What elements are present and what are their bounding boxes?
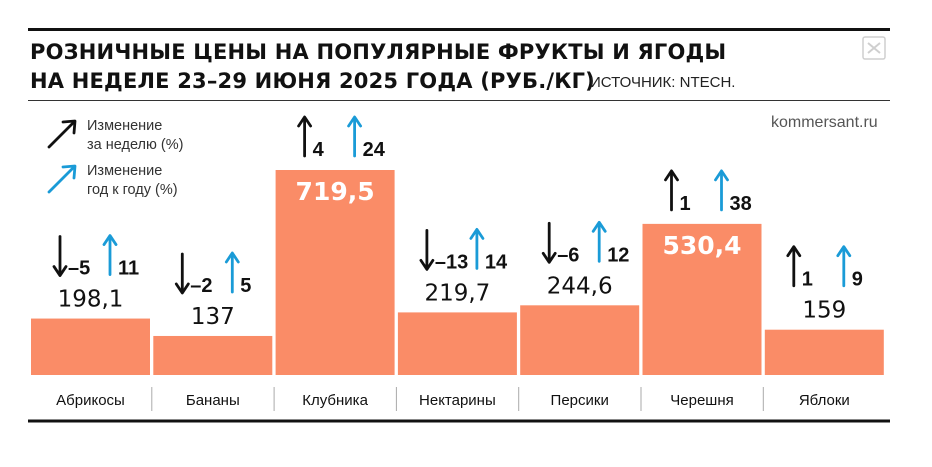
legend-yearly-line1: Изменение <box>87 163 163 179</box>
value-label-3: 219,7 <box>424 280 490 306</box>
weekly-change-2: 4 <box>313 139 325 161</box>
yearly-arrow-3-head <box>469 228 485 240</box>
site-label: kommersant.ru <box>771 114 878 131</box>
weekly-change-1: –2 <box>190 275 212 297</box>
bar-2 <box>275 170 395 375</box>
yearly-change-5: 38 <box>730 193 752 215</box>
legend-weekly-line2: за неделю (%) <box>87 137 184 153</box>
yearly-arrow-5-head <box>714 169 729 182</box>
value-label-5: 530,4 <box>662 231 741 260</box>
legend-yearly: Изменение год к году (%) <box>45 162 178 200</box>
value-label-0: 198,1 <box>58 287 124 313</box>
yearly-change-3: 14 <box>485 251 508 273</box>
category-label-6: Яблоки <box>799 392 850 409</box>
weekly-change-6: 1 <box>802 269 813 291</box>
yearly-change-2: 24 <box>363 139 386 161</box>
legend-weekly-text: Изменение за неделю (%) <box>87 117 183 155</box>
weekly-arrow-0-head <box>52 265 68 277</box>
yearly-change-4: 12 <box>607 244 629 266</box>
kommersant-logo-icon <box>862 36 886 60</box>
category-label-5: Черешня <box>670 392 733 409</box>
category-label-3: Нектарины <box>419 392 496 409</box>
category-label-0: Абрикосы <box>56 392 125 409</box>
bar-6 <box>764 329 884 375</box>
black-arrow-up-right-icon <box>47 119 77 149</box>
yearly-arrow-1-head <box>224 251 240 264</box>
category-label-1: Бананы <box>186 392 240 409</box>
legend-weekly-line1: Изменение <box>87 118 163 134</box>
weekly-change-5: 1 <box>680 193 691 215</box>
bar-5 <box>642 223 762 375</box>
weekly-change-4: –6 <box>557 244 579 266</box>
yearly-change-0: 11 <box>118 258 139 280</box>
weekly-change-0: –5 <box>68 258 90 280</box>
yearly-change-1: 5 <box>240 275 251 297</box>
yearly-arrow-0-head <box>102 234 118 246</box>
value-label-4: 244,6 <box>547 273 613 299</box>
weekly-arrow-2-head <box>297 115 312 128</box>
bar-1 <box>153 335 273 375</box>
yearly-arrow-6-head <box>836 245 852 258</box>
header-rule <box>28 100 890 101</box>
top-rule <box>28 28 890 31</box>
chart-title-line2: НА НЕДЕЛЕ 23–29 ИЮНЯ 2025 ГОДА (РУБ./КГ) <box>30 69 595 93</box>
weekly-change-3: –13 <box>435 251 468 273</box>
source-label: ИСТОЧНИК: NTECH. <box>590 74 736 91</box>
category-label-4: Персики <box>551 392 609 409</box>
weekly-arrow-1-head <box>174 282 190 295</box>
weekly-arrow-6-head <box>786 245 802 258</box>
legend-weekly: Изменение за неделю (%) <box>45 117 183 155</box>
bar-0 <box>31 318 150 375</box>
bar-4 <box>520 305 640 375</box>
weekly-arrow-4-head <box>541 251 557 264</box>
blue-arrow-up-right-icon <box>47 164 77 194</box>
legend-yearly-line2: год к году (%) <box>87 182 178 198</box>
category-label-2: Клубника <box>302 392 368 409</box>
value-label-1: 137 <box>191 304 235 330</box>
weekly-arrow-5-head <box>664 169 679 182</box>
bar-3 <box>397 312 517 375</box>
yearly-change-6: 9 <box>852 269 863 291</box>
chart-title-line1: РОЗНИЧНЫЕ ЦЕНЫ НА ПОПУЛЯРНЫЕ ФРУКТЫ И ЯГ… <box>30 40 727 64</box>
value-label-2: 719,5 <box>296 177 375 206</box>
weekly-arrow-3-head <box>419 259 435 271</box>
legend-yearly-text: Изменение год к году (%) <box>87 162 178 200</box>
yearly-arrow-2-head <box>347 115 362 128</box>
yearly-arrow-4-head <box>591 220 607 233</box>
value-label-6: 159 <box>802 298 846 324</box>
